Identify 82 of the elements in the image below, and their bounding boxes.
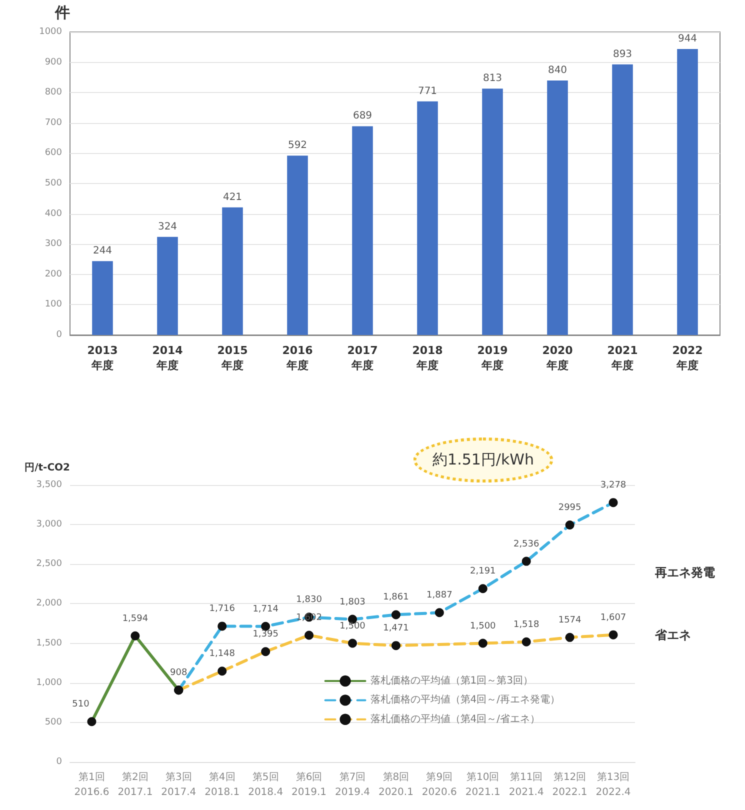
y-axis-title: 件 — [54, 4, 70, 22]
data-label: 813 — [482, 73, 502, 84]
y-tick-label: 2,000 — [36, 598, 62, 609]
data-label: 1,518 — [513, 620, 540, 630]
x-tick-label: 2016 年度 — [282, 344, 314, 372]
x-tick-label: 2015 年度 — [217, 344, 248, 372]
data-label: 1,594 — [122, 614, 148, 624]
data-label: 771 — [418, 86, 438, 97]
data-label: 908 — [170, 668, 188, 678]
y-tick-label: 500 — [44, 178, 62, 188]
data-label: 1574 — [558, 615, 582, 626]
data-label: 1,471 — [383, 624, 409, 634]
x-tick-label: 第3回 2017.4 — [161, 771, 196, 798]
y-tick-label: 1,000 — [36, 678, 62, 688]
x-tick-label: 2022 年度 — [672, 344, 703, 372]
y-tick-label: 200 — [44, 269, 62, 280]
x-tick-label: 2013 年度 — [87, 344, 118, 372]
x-tick-label: 2017 年度 — [347, 344, 378, 372]
data-label: 893 — [612, 48, 632, 60]
y-tick-label: 1,500 — [36, 638, 62, 648]
y-tick-label: 800 — [44, 88, 62, 98]
x-tick-label: 第7回 2019.4 — [335, 771, 370, 798]
data-label: 1,148 — [209, 649, 236, 660]
y-tick-label: 600 — [44, 148, 62, 158]
x-tick-label: 第6回 2019.1 — [292, 771, 327, 798]
y-tick-label: 900 — [44, 57, 62, 68]
data-label: 244 — [92, 246, 112, 257]
text: 省エネ — [654, 628, 691, 642]
text: 再エネ発電 — [654, 566, 715, 580]
data-label: 1,607 — [600, 612, 626, 623]
speech-bubble: 約1.51円/kWh — [414, 438, 553, 482]
data-label: 421 — [222, 192, 242, 203]
y-tick-label: 300 — [44, 239, 62, 250]
data-label: 1,395 — [252, 630, 278, 640]
data-label: 2,536 — [513, 539, 540, 550]
x-tick-label: 第12回 2022.1 — [552, 771, 588, 798]
data-label: 1,830 — [296, 595, 322, 606]
y-tick-label: 3,000 — [36, 520, 62, 530]
y-tick-label: 400 — [44, 208, 62, 219]
y-tick-label: 0 — [56, 330, 62, 340]
x-tick-label: 第2回 2017.1 — [118, 771, 153, 798]
x-tick-label: 第8回 2020.1 — [378, 771, 414, 798]
data-label: 840 — [548, 64, 568, 76]
legend-label: 落札価格の平均値（第4回～/再エネ発電） — [370, 694, 560, 706]
x-tick-label: 2021 年度 — [607, 344, 638, 372]
y-tick-label: 0 — [56, 757, 62, 767]
x-tick-label: 第10回 2021.1 — [465, 771, 500, 798]
data-label: 1,861 — [383, 592, 409, 603]
x-tick-label: 2018 年度 — [412, 344, 443, 372]
data-label: 592 — [288, 140, 308, 152]
x-tick-label: 第13回 2022.4 — [596, 771, 631, 798]
data-label: 1,500 — [340, 621, 366, 632]
data-label: 1,803 — [340, 597, 366, 608]
data-label: 510 — [72, 700, 90, 710]
x-tick-label: 第4回 2018.1 — [204, 771, 240, 798]
data-label: 324 — [158, 221, 178, 232]
data-label: 689 — [352, 110, 372, 122]
data-label: 2,191 — [470, 566, 496, 577]
x-tick-label: 2019 年度 — [477, 344, 508, 372]
y-tick-label: 2,500 — [36, 559, 62, 570]
x-tick-label: 第1回 2016.6 — [74, 771, 110, 798]
data-label: 1,602 — [296, 613, 322, 624]
data-label: 944 — [678, 33, 698, 44]
legend-label: 落札価格の平均値（第4回～/省エネ） — [370, 712, 540, 725]
x-tick-label: 第9回 2020.6 — [422, 771, 457, 798]
legend-label: 落札価格の平均値（第1回～第3回） — [370, 674, 534, 686]
x-tick-label: 第5回 2018.4 — [248, 771, 284, 798]
x-tick-label: 2014 年度 — [152, 344, 184, 372]
data-label: 3,278 — [600, 480, 626, 491]
x-tick-label: 2020 年度 — [542, 344, 574, 372]
y-tick-label: 3,500 — [36, 480, 62, 490]
data-label: 1,887 — [426, 590, 452, 601]
data-label: 2995 — [558, 502, 582, 513]
y-tick-label: 700 — [44, 118, 62, 128]
y-axis-title: 円/t-CO2 — [24, 462, 70, 474]
x-tick-label: 第11回 2021.4 — [508, 771, 544, 798]
data-label: 1,714 — [252, 604, 279, 614]
data-label: 1,716 — [209, 604, 236, 614]
y-tick-label: 500 — [44, 717, 62, 728]
y-tick-label: 1000 — [39, 27, 62, 37]
data-label: 1,500 — [470, 621, 496, 632]
y-tick-label: 100 — [44, 300, 62, 310]
